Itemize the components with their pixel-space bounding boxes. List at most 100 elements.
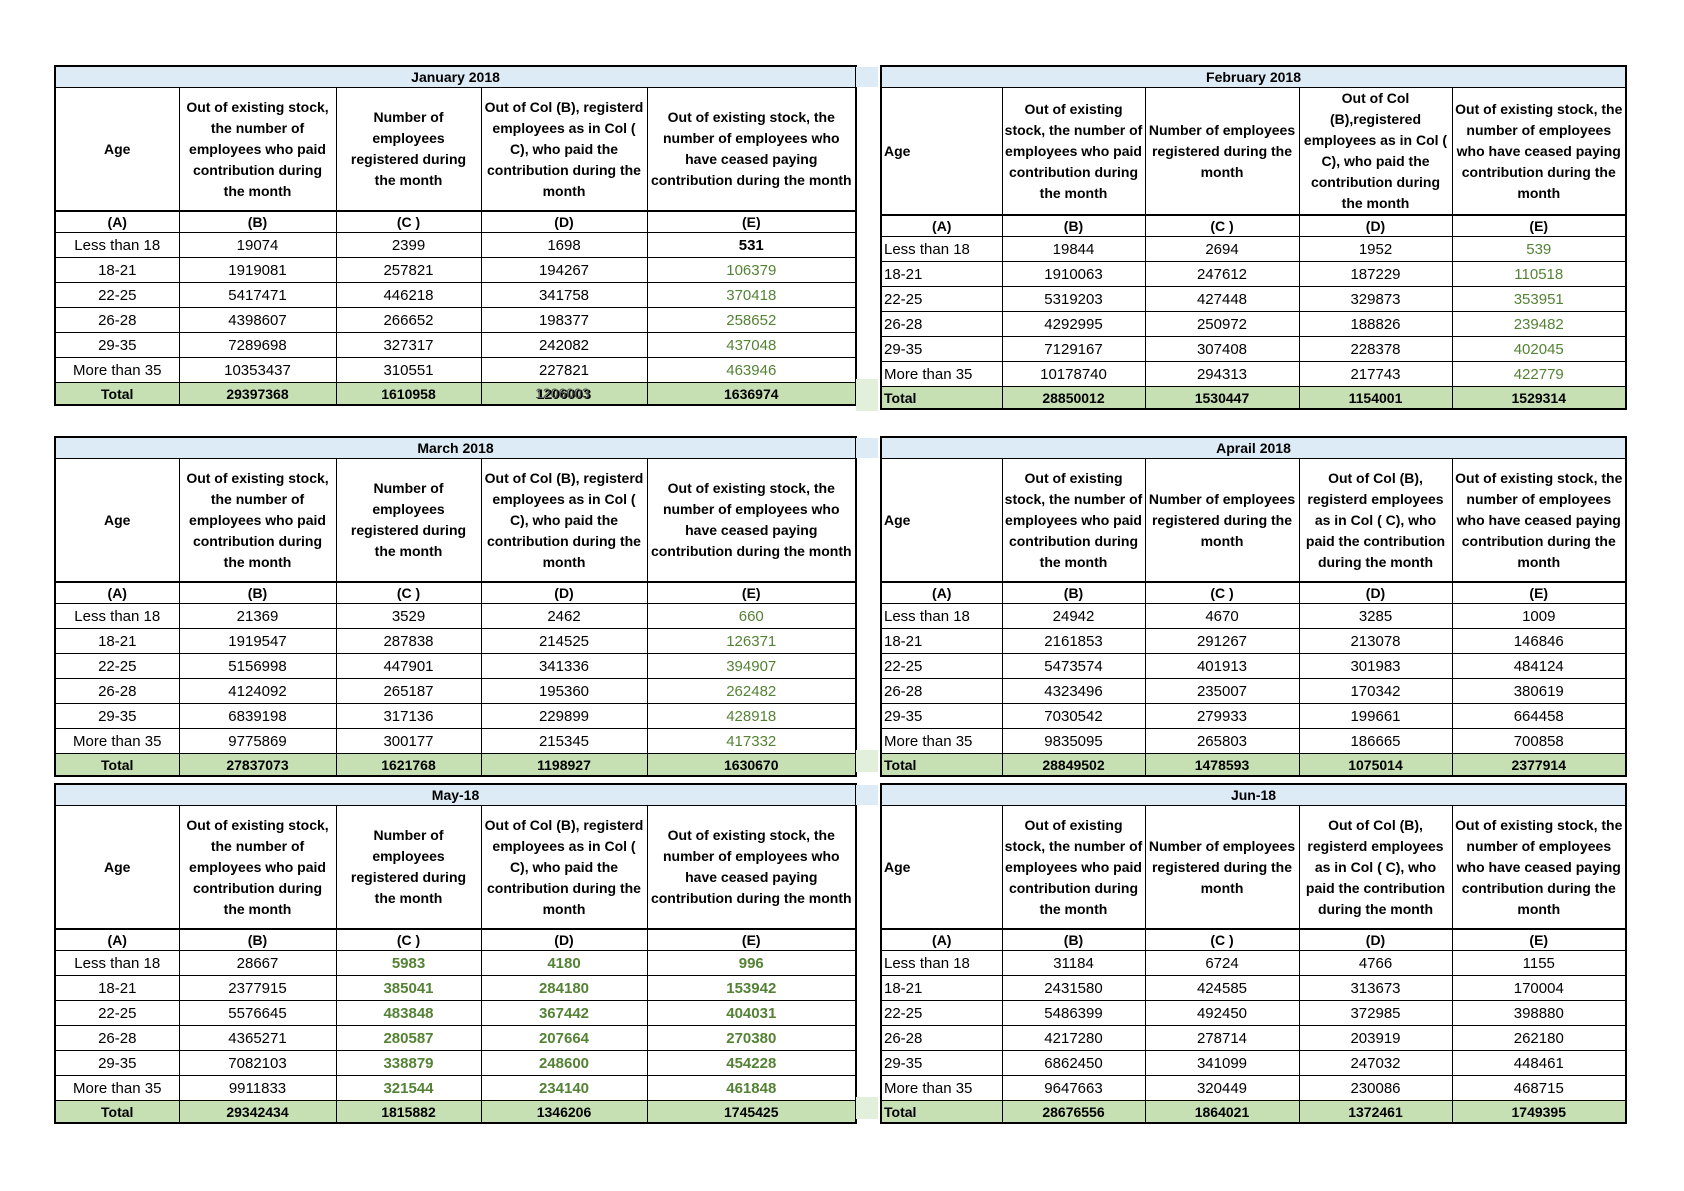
age-group: 26-28: [54, 307, 180, 333]
age-group: 22-25: [54, 282, 180, 308]
total-value: 1372461: [1298, 1100, 1453, 1124]
data-row: More than 35 10353437 310551 227821 463946: [54, 357, 858, 383]
header-row: Age Out of existing stock, the number of …: [880, 805, 1628, 930]
cell-value: 492450: [1144, 1000, 1300, 1026]
month-table: Jun-18 Age Out of existing stock, the numb…: [879, 783, 1628, 1124]
cell-value: 5486399: [1001, 1000, 1146, 1026]
cell-value: 2694: [1144, 236, 1300, 262]
letter-row: (A) (B) (C ) (D) (E): [880, 214, 1628, 237]
total-label: Total: [54, 1100, 180, 1124]
column-header: Out of existing stock, the number of emp…: [646, 805, 858, 930]
total-row: Total 29342434 1815882 1346206 1745425: [54, 1100, 858, 1124]
data-row: More than 35 10178740 294313 217743 422779: [880, 361, 1628, 387]
header-row: Age Out of existing stock, the number of …: [54, 458, 858, 583]
age-group: Less than 18: [880, 236, 1003, 262]
column-header: Out of Col (B), registerd employees as i…: [1298, 458, 1453, 583]
column-letter: (B): [178, 210, 337, 233]
cell-value: 448461: [1451, 1050, 1628, 1076]
cell-value: 278714: [1144, 1025, 1300, 1051]
column-header: Out of existing stock, the number of emp…: [1451, 87, 1628, 216]
total-value: 1346206: [480, 1100, 648, 1124]
cell-value: 294313: [1144, 361, 1300, 387]
total-row: Total 28676556 1864021 1372461 1749395: [880, 1100, 1628, 1124]
column-letter: (D): [480, 581, 648, 604]
column-letter: (C ): [335, 210, 482, 233]
cell-value: 24942: [1001, 603, 1146, 629]
column-header: Age: [880, 458, 1003, 583]
data-row: 29-35 7030542 279933 199661 664458: [880, 703, 1628, 729]
table-title: January 2018: [53, 65, 858, 88]
cell-value: 207664: [480, 1025, 648, 1051]
cell-value: 188826: [1298, 311, 1453, 337]
data-row: 22-25 5156998 447901 341336 394907: [54, 653, 858, 679]
column-letter: (D): [1298, 928, 1453, 951]
letter-row: (A) (B) (C ) (D) (E): [54, 581, 858, 604]
column-letter: (A): [54, 581, 180, 604]
cell-value: 5417471: [178, 282, 337, 308]
cell-value: 265187: [335, 678, 482, 704]
cell-value: 5983: [335, 950, 482, 976]
age-group: 26-28: [880, 311, 1003, 337]
cell-value: 996: [646, 950, 858, 976]
column-letter: (D): [480, 928, 648, 951]
total-label: Total: [54, 753, 180, 777]
cell-value: 4180: [480, 950, 648, 976]
column-letter: (E): [1451, 928, 1628, 951]
total-value: 29342434: [178, 1100, 337, 1124]
column-letter: (B): [178, 928, 337, 951]
column-header: Out of existing stock, the number of emp…: [1001, 805, 1146, 930]
cell-value: 1910063: [1001, 261, 1146, 287]
column-header: Age: [54, 87, 180, 212]
cell-value: 6724: [1144, 950, 1300, 976]
table-title: Aprail 2018: [879, 436, 1628, 459]
cell-value: 239482: [1451, 311, 1628, 337]
cell-value: 402045: [1451, 336, 1628, 362]
cell-value: 215345: [480, 728, 648, 754]
column-header: Number of employees registered during th…: [335, 458, 482, 583]
column-letter: (B): [178, 581, 337, 604]
column-letter: (A): [54, 928, 180, 951]
cell-value: 329873: [1298, 286, 1453, 312]
cell-value: 3529: [335, 603, 482, 629]
data-row: More than 35 9835095 265803 186665 700858: [880, 728, 1628, 754]
cell-value: 401913: [1144, 653, 1300, 679]
title-row: March 2018: [53, 436, 858, 459]
total-value: 1815882: [335, 1100, 482, 1124]
cell-value: 194267: [480, 257, 648, 283]
column-header: Out of existing stock, the number of emp…: [1001, 458, 1146, 583]
column-header: Number of employees registered during th…: [335, 87, 482, 212]
total-value: 1198927: [480, 753, 648, 777]
column-letter: (A): [880, 214, 1003, 237]
cell-value: 262482: [646, 678, 858, 704]
column-letter: (E): [1451, 214, 1628, 237]
column-letter: (D): [480, 210, 648, 233]
month-table: May-18 Age Out of existing stock, the numb…: [53, 783, 858, 1124]
cell-value: 313673: [1298, 975, 1453, 1001]
cell-value: 3285: [1298, 603, 1453, 629]
cell-value: 484124: [1451, 653, 1628, 679]
cell-value: 242082: [480, 332, 648, 358]
total-value: 29397368: [178, 382, 337, 406]
data-row: 29-35 7289698 327317 242082 437048: [54, 332, 858, 358]
header-row: Age Out of existing stock, the number of …: [54, 87, 858, 212]
data-row: 22-25 5319203 427448 329873 353951: [880, 286, 1628, 312]
total-value: 1621768: [335, 753, 482, 777]
column-header: Age: [880, 87, 1003, 216]
data-row: 18-21 2431580 424585 313673 170004: [880, 975, 1628, 1001]
column-letter: (C ): [1144, 581, 1300, 604]
gap-fill: [856, 67, 878, 87]
column-letter: (E): [646, 210, 858, 233]
cell-value: 5319203: [1001, 286, 1146, 312]
cell-value: 539: [1451, 236, 1628, 262]
letter-row: (A) (B) (C ) (D) (E): [880, 928, 1628, 951]
data-row: 18-21 1919081 257821 194267 106379: [54, 257, 858, 283]
cell-value: 463946: [646, 357, 858, 383]
age-group: 18-21: [880, 261, 1003, 287]
cell-value: 217743: [1298, 361, 1453, 387]
data-row: 22-25 5486399 492450 372985 398880: [880, 1000, 1628, 1026]
cell-value: 2161853: [1001, 628, 1146, 654]
age-group: 26-28: [880, 1025, 1003, 1051]
cell-value: 195360: [480, 678, 648, 704]
column-letter: (D): [1298, 581, 1453, 604]
data-row: 26-28 4398607 266652 198377 258652: [54, 307, 858, 333]
